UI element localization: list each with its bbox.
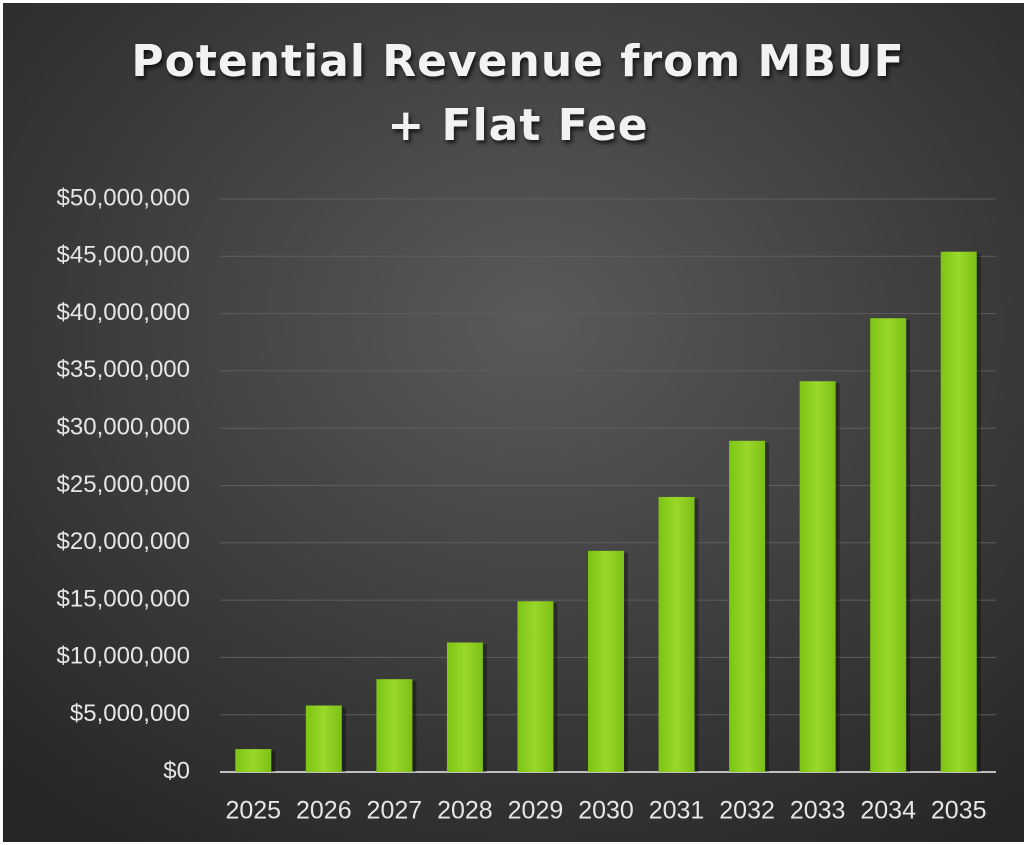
y-tick-label: $5,000,000: [70, 700, 190, 727]
bar: [870, 318, 907, 772]
y-tick-label: $30,000,000: [57, 414, 190, 441]
x-tick-label: 2032: [719, 797, 775, 825]
bar: [799, 381, 836, 772]
y-tick-label: $45,000,000: [57, 242, 190, 269]
y-tick-label: $35,000,000: [57, 356, 190, 383]
x-tick-label: 2025: [225, 797, 281, 825]
bar: [588, 550, 624, 772]
x-tick-label: 2031: [649, 797, 705, 825]
x-tick-label: 2034: [860, 797, 916, 825]
x-tick-label: 2029: [508, 797, 564, 825]
y-tick-label: $40,000,000: [57, 299, 190, 326]
x-tick-label: 2030: [578, 797, 634, 825]
bar: [376, 679, 413, 772]
y-tick-label: $20,000,000: [57, 528, 190, 555]
bar: [517, 601, 554, 772]
bar: [305, 705, 342, 772]
bar: [658, 496, 695, 772]
y-tick-label: $25,000,000: [57, 471, 190, 498]
bar: [446, 642, 483, 772]
y-tick-label: $0: [163, 757, 190, 784]
bar: [940, 251, 977, 772]
y-tick-label: $15,000,000: [57, 585, 190, 612]
x-tick-label: 2035: [931, 797, 987, 825]
y-tick-label: $50,000,000: [57, 184, 190, 211]
y-tick-label: $10,000,000: [57, 643, 190, 670]
bar: [729, 440, 766, 772]
x-tick-label: 2026: [296, 797, 352, 825]
x-tick-label: 2027: [367, 797, 423, 825]
x-tick-label: 2028: [437, 797, 493, 825]
x-tick-label: 2033: [790, 797, 846, 825]
bar: [235, 749, 272, 772]
background: [3, 3, 1024, 842]
chart-title: Potential Revenue from MBUF + Flat Fee: [131, 36, 905, 151]
